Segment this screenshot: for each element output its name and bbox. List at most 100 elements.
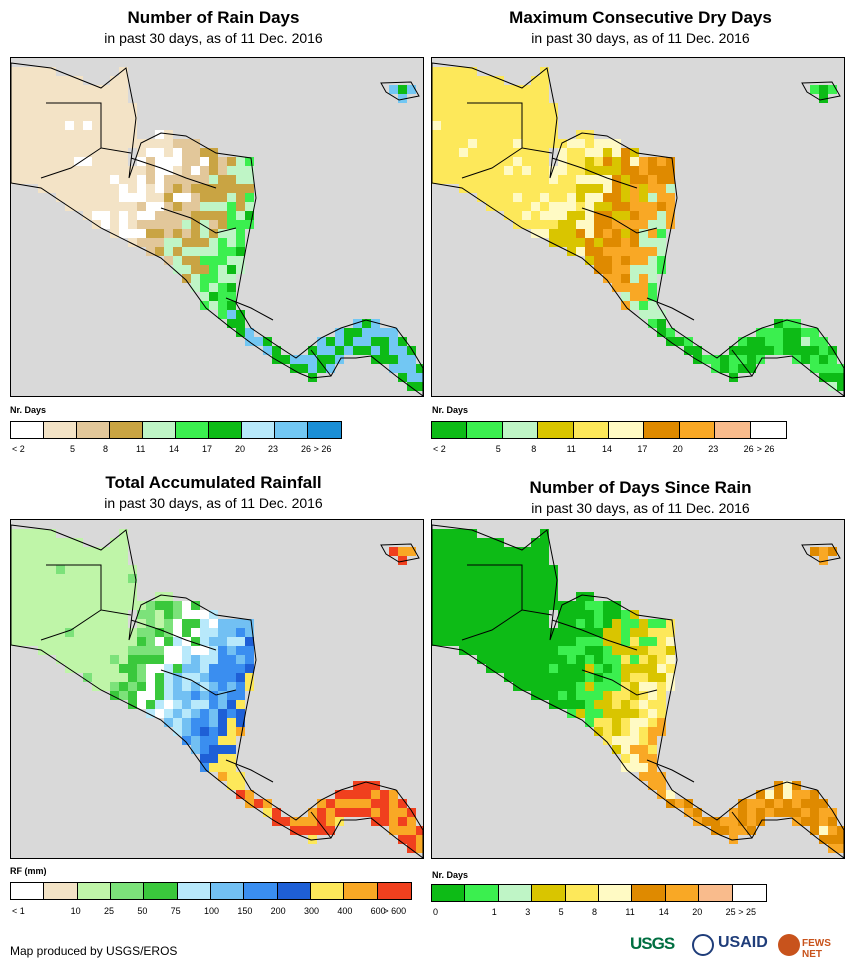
legend-swatch xyxy=(11,883,45,899)
map-cell xyxy=(164,646,173,655)
map-cell xyxy=(137,238,146,247)
map-cell xyxy=(173,166,182,175)
map-cell xyxy=(540,211,549,220)
map-cell xyxy=(227,619,236,628)
map-cell xyxy=(738,364,747,373)
map-cell xyxy=(612,283,621,292)
map-cell xyxy=(182,139,191,148)
map-cell xyxy=(621,166,630,175)
map-cell xyxy=(486,538,495,547)
map-cell xyxy=(567,175,576,184)
map-cell xyxy=(65,139,74,148)
map-cell xyxy=(486,583,495,592)
legend-swatch xyxy=(467,422,503,438)
map-cell xyxy=(648,193,657,202)
map-cell xyxy=(576,619,585,628)
map-cell xyxy=(182,184,191,193)
legend-tick-label: 11 xyxy=(136,444,146,454)
map-cell xyxy=(101,94,110,103)
map-cell xyxy=(218,184,227,193)
map-cell xyxy=(837,382,844,391)
map-cell xyxy=(83,130,92,139)
map-cell xyxy=(200,157,209,166)
map-cell xyxy=(540,682,549,691)
map-cell xyxy=(65,646,74,655)
map-cell xyxy=(603,610,612,619)
map-cell xyxy=(432,121,441,130)
map-cell xyxy=(657,628,666,637)
map-cell xyxy=(603,166,612,175)
map-cell xyxy=(164,238,173,247)
map-cell xyxy=(522,619,531,628)
map-cell xyxy=(74,646,83,655)
map-cell xyxy=(299,826,308,835)
map-cell xyxy=(218,247,227,256)
map-cell xyxy=(441,637,450,646)
map-cell xyxy=(828,817,837,826)
map-cell xyxy=(344,808,353,817)
map-cell xyxy=(540,157,549,166)
map-cell xyxy=(477,655,486,664)
map-cell xyxy=(513,175,522,184)
map-cell xyxy=(110,76,119,85)
map-cell xyxy=(603,628,612,637)
map-cell xyxy=(38,175,47,184)
map-cell xyxy=(110,691,119,700)
map-cell xyxy=(92,601,101,610)
map-cell xyxy=(801,337,810,346)
map-cell xyxy=(218,193,227,202)
map-cell xyxy=(819,799,828,808)
map-cell xyxy=(729,826,738,835)
map-cell xyxy=(101,112,110,121)
map-cell xyxy=(612,166,621,175)
map-cell xyxy=(801,817,810,826)
map-cell xyxy=(74,628,83,637)
map-cell xyxy=(657,319,666,328)
map-cell xyxy=(657,265,666,274)
map-cell xyxy=(407,346,416,355)
map-cell xyxy=(522,121,531,130)
map-cell xyxy=(792,328,801,337)
country-border xyxy=(40,147,102,179)
map-cell xyxy=(182,601,191,610)
map-cell xyxy=(585,718,594,727)
map-cell xyxy=(828,835,837,844)
map-cell xyxy=(567,637,576,646)
map-cell xyxy=(191,709,200,718)
map-cell xyxy=(245,202,254,211)
map-cell xyxy=(110,220,119,229)
map-cell xyxy=(110,583,119,592)
map-cell xyxy=(531,148,540,157)
map-cell xyxy=(450,139,459,148)
map-cell xyxy=(11,592,20,601)
map-cell xyxy=(477,130,486,139)
map-cell xyxy=(504,673,513,682)
map-cell xyxy=(540,628,549,637)
map-cell xyxy=(74,139,83,148)
map-cell xyxy=(74,538,83,547)
map-cell xyxy=(182,610,191,619)
map-cell xyxy=(137,673,146,682)
map-cell xyxy=(630,238,639,247)
map-cell xyxy=(218,310,227,319)
map-cell xyxy=(657,700,666,709)
map-cell xyxy=(558,682,567,691)
map-cell xyxy=(218,619,227,628)
map-cell xyxy=(477,148,486,157)
map-cell xyxy=(227,754,236,763)
map-cell xyxy=(738,799,747,808)
map-cell xyxy=(74,592,83,601)
map-cell xyxy=(477,547,486,556)
map-cell xyxy=(38,121,47,130)
map-cell xyxy=(110,157,119,166)
map-cell xyxy=(477,157,486,166)
map-cell xyxy=(432,157,441,166)
map-cell xyxy=(74,148,83,157)
map-cell xyxy=(173,139,182,148)
map-cell xyxy=(459,610,468,619)
panel-subtitle: in past 30 days, as of 11 Dec. 2016 xyxy=(531,30,750,46)
map-cell xyxy=(495,547,504,556)
map-cell xyxy=(317,355,326,364)
map-cell xyxy=(128,202,137,211)
map-cell xyxy=(657,709,666,718)
